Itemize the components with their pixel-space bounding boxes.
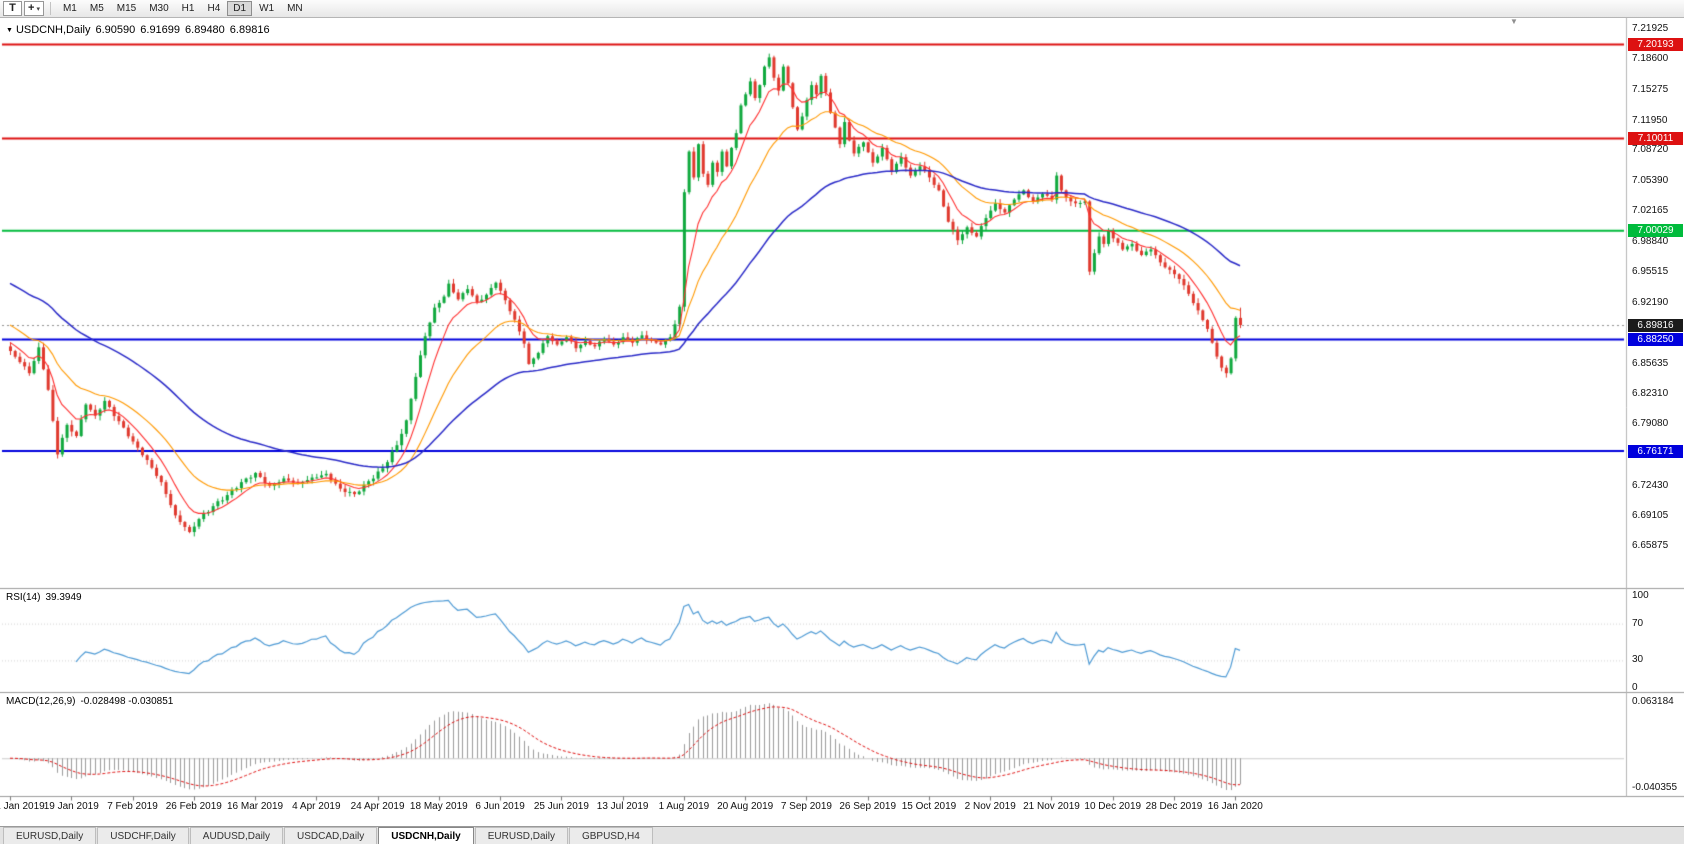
timeframe-button-m5[interactable]: M5 [89,3,104,14]
timeframe-button-m30[interactable]: M30 [149,3,169,14]
chart-tab-usdcnh-daily[interactable]: USDCNH,Daily [378,827,474,844]
symbol-period-label: USDCNH,Daily [15,24,91,36]
chart-tab-eurusd-daily[interactable]: EURUSD,Daily [474,827,568,844]
chart-title: ▼ USDCNH,Daily 6.90590 6.91699 6.89480 6.8981… [6,24,275,36]
ohlc-close: 6.89816 [229,24,270,36]
ohlc-open: 6.90590 [95,24,136,36]
macd-name: MACD(12,26,9) [6,695,76,707]
chart-tab-usdchf-daily[interactable]: USDCHF,Daily [97,827,189,844]
rsi-indicator-label: RSI(14) 39.3949 [6,592,87,603]
chart-tab-gbpusd-h4[interactable]: GBPUSD,H4 [568,827,653,844]
timeframe-button-w1[interactable]: W1 [259,3,275,14]
timeframe-button-h4[interactable]: H4 [207,3,221,14]
timeframe-buttons: M1 M5 M15 M30 H1 H4 D1 W1 MN [57,1,309,16]
toolbar-separator [49,2,51,15]
crosshair-icon: + [28,2,35,14]
symbol-dropdown-icon[interactable]: ▼ [6,27,13,34]
timeframe-button-m15[interactable]: M15 [116,3,137,14]
chart-tab-eurusd-daily[interactable]: EURUSD,Daily [3,827,97,844]
macd-indicator-label: MACD(12,26,9) -0.028498 -0.030851 [6,696,178,707]
timeframe-button-m1[interactable]: M1 [62,3,77,14]
timeframe-button-h1[interactable]: H1 [181,3,195,14]
timeframe-button-mn[interactable]: MN [287,3,303,14]
templates-button[interactable]: T [3,1,22,16]
ohlc-low: 6.89480 [185,24,225,36]
chart-window: ▼ USDCNH,Daily 6.90590 6.91699 6.89480 6.8981… [0,17,1684,826]
cursor-mode-button[interactable]: + ▾ [24,1,44,16]
rsi-name: RSI(14) [6,591,41,603]
chart-canvas[interactable] [0,18,1684,826]
chart-tabs-bar: EURUSD,Daily USDCHF,Daily AUDUSD,Daily USDC… [0,826,1684,844]
rsi-value: 39.3949 [45,591,82,603]
chevron-down-icon: ▾ [36,5,40,13]
templates-icon: T [9,2,16,14]
chart-tab-usdcad-daily[interactable]: USDCAD,Daily [284,827,378,844]
macd-values: -0.028498 -0.030851 [80,695,174,707]
toolbar: T + ▾ M1 M5 M15 M30 H1 H4 D1 W1 MN [0,0,1684,18]
timeframe-button-d1[interactable]: D1 [227,1,253,16]
chart-shift-marker-icon[interactable]: ▼ [1510,17,1518,26]
chart-tab-audusd-daily[interactable]: AUDUSD,Daily [189,827,284,844]
ohlc-high: 6.91699 [140,24,181,36]
